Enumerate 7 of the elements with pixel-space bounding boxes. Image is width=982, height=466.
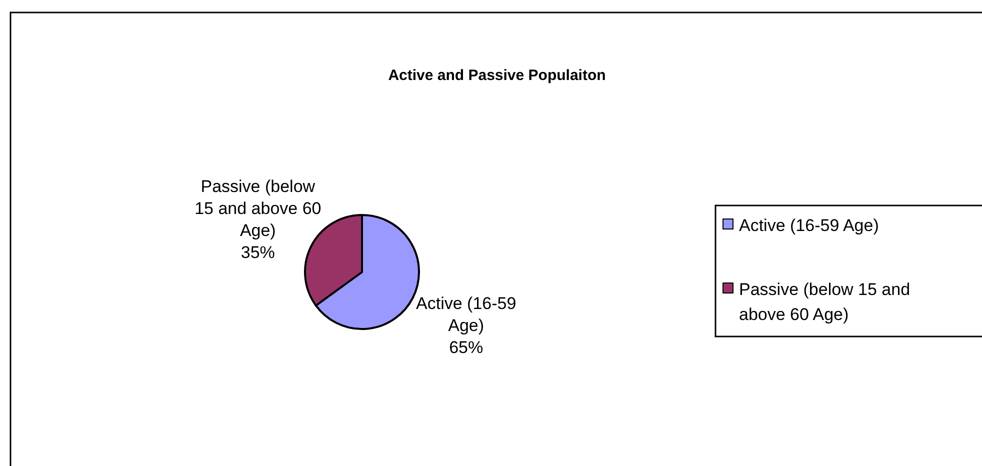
chart-title: Active and Passive Populaiton [388,67,606,84]
legend-label: Passive (below 15 and above 60 Age) [739,280,910,324]
data-label: 65% [449,338,484,358]
slice-label: Active (16-59 Age) [416,294,516,336]
legend-label: Active (16-59 Age) [739,216,879,235]
slice-label: Passive (below 15 and above 60 Age) [194,176,322,240]
data-label: 35% [240,242,275,262]
